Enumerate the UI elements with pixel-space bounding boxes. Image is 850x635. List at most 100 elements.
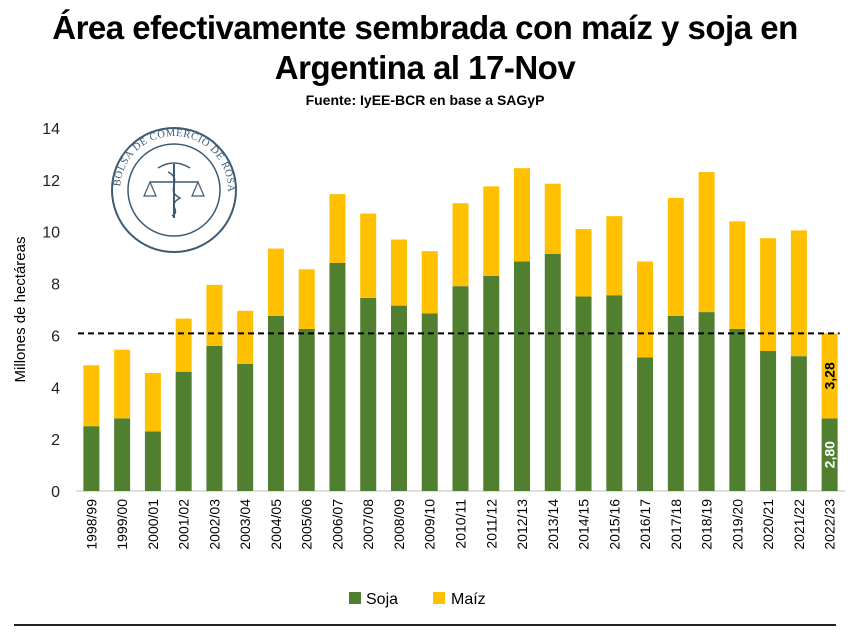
- bar-maiz: [544, 183, 561, 254]
- bar-soja: [821, 418, 838, 491]
- bar-maiz: [144, 373, 161, 432]
- bar-maiz: [114, 349, 131, 419]
- logo-emblem-serpent: [167, 171, 182, 217]
- bar-soja: [667, 315, 684, 491]
- bar-maiz: [575, 229, 592, 297]
- bar-maiz: [421, 251, 438, 314]
- logo-emblem-scale-right: [191, 180, 205, 197]
- bar-soja: [544, 253, 561, 491]
- x-tick-label: 2012/13: [514, 499, 530, 550]
- bar-soja: [114, 418, 131, 491]
- y-tick-label: 0: [51, 484, 60, 501]
- bar-soja: [514, 261, 531, 491]
- x-tick-label: 2004/05: [268, 499, 284, 550]
- bar-maiz: [514, 168, 531, 262]
- bar-maiz: [329, 194, 346, 263]
- x-tick-label: 2007/08: [360, 499, 376, 550]
- bar-soja: [175, 371, 192, 491]
- y-tick-label: 6: [51, 328, 60, 345]
- data-label-soja: 2,80: [822, 441, 838, 468]
- bar-maiz: [790, 230, 807, 357]
- y-tick-label: 4: [51, 380, 60, 397]
- x-tick-label: 2014/15: [576, 499, 592, 550]
- bar-soja: [298, 328, 315, 491]
- y-tick-label: 2: [51, 432, 60, 449]
- bar-maiz: [698, 172, 715, 313]
- legend-label-soja: Soja: [366, 591, 398, 608]
- legend-swatch-maiz: [433, 592, 445, 604]
- x-tick-label: 1999/00: [114, 499, 130, 550]
- bar-maiz: [452, 203, 469, 287]
- bar-soja: [452, 286, 469, 491]
- bar-maiz: [206, 284, 223, 346]
- bar-soja: [483, 275, 500, 491]
- bar-soja: [360, 297, 377, 491]
- x-tick-label: 2013/14: [545, 499, 561, 550]
- bar-maiz: [606, 216, 623, 296]
- bar-maiz: [667, 198, 684, 316]
- x-tick-label: 2019/20: [729, 499, 745, 550]
- bar-soja: [698, 312, 715, 491]
- bar-soja: [790, 356, 807, 491]
- bar-soja: [144, 431, 161, 491]
- x-tick-label: 1998/99: [83, 499, 99, 550]
- bar-soja: [729, 328, 746, 491]
- chart-source: Fuente: IyEE-BCR en base a SAGyP: [305, 92, 545, 108]
- legend-label-maiz: Maíz: [451, 591, 486, 608]
- x-tick-label: 2000/01: [145, 499, 161, 550]
- y-tick-label: 10: [42, 225, 60, 242]
- chart-title-line-2: Argentina al 17-Nov: [274, 49, 576, 86]
- x-tick-label: 2011/12: [483, 499, 499, 549]
- x-tick-label: 2008/09: [391, 499, 407, 550]
- bar-soja: [206, 345, 223, 491]
- bar-soja: [606, 295, 623, 491]
- bar-maiz: [237, 310, 254, 364]
- x-tick-label: 2010/11: [453, 499, 469, 549]
- bar-soja: [760, 350, 777, 491]
- bar-soja: [267, 315, 284, 491]
- x-tick-label: 2003/04: [237, 499, 253, 550]
- bar-maiz: [83, 365, 100, 427]
- x-tick-label: 2022/23: [822, 499, 838, 550]
- x-tick-label: 2001/02: [176, 499, 192, 550]
- bar-maiz: [298, 269, 315, 329]
- bar-soja: [575, 296, 592, 491]
- chart-title-line-1: Área efectivamente sembrada con maíz y s…: [52, 9, 798, 46]
- bar-soja: [637, 357, 654, 491]
- bar-soja: [390, 305, 407, 491]
- y-axis-title: Millones de hectáreas: [12, 237, 29, 383]
- x-tick-label: 2018/19: [699, 499, 715, 550]
- bar-maiz: [483, 186, 500, 276]
- bar-maiz: [360, 213, 377, 298]
- x-tick-label: 2002/03: [206, 499, 222, 550]
- y-tick-label: 12: [42, 173, 60, 190]
- y-tick-label: 8: [51, 277, 60, 294]
- logo-emblem-wings: [157, 162, 191, 169]
- x-tick-label: 2009/10: [422, 499, 438, 550]
- x-tick-label: 2020/21: [760, 499, 776, 550]
- bar-soja: [421, 313, 438, 491]
- x-tick-label: 2016/17: [637, 499, 653, 550]
- y-tick-label: 14: [42, 121, 60, 138]
- logo-emblem-scale-left: [143, 180, 157, 197]
- logo-seal-inner: [127, 143, 221, 237]
- bar-soja: [329, 262, 346, 491]
- bar-maiz: [390, 239, 407, 306]
- x-tick-label: 2006/07: [329, 499, 345, 550]
- x-tick-label: 2015/16: [606, 499, 622, 550]
- legend-swatch-soja: [349, 592, 361, 604]
- bar-maiz: [729, 221, 746, 329]
- x-tick-label: 2017/18: [668, 499, 684, 550]
- bottom-divider: [14, 624, 836, 626]
- x-tick-label: 2005/06: [299, 499, 315, 550]
- bar-maiz: [175, 318, 192, 372]
- bar-maiz: [637, 261, 654, 358]
- data-label-maiz: 3,28: [822, 362, 838, 389]
- x-tick-label: 2021/22: [791, 499, 807, 550]
- bar-maiz: [821, 333, 838, 419]
- bar-soja: [83, 426, 100, 491]
- bar-maiz: [267, 248, 284, 316]
- bar-maiz: [760, 238, 777, 351]
- bar-soja: [237, 363, 254, 491]
